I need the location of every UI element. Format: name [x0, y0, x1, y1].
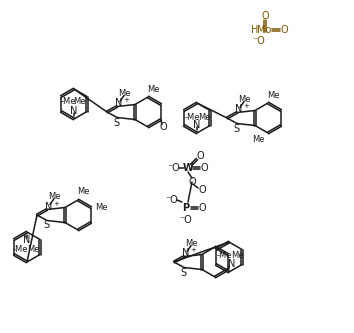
Text: N: N: [235, 105, 243, 115]
Text: -Me: -Me: [12, 244, 28, 253]
Text: Me: Me: [238, 95, 250, 104]
Text: O: O: [188, 177, 196, 187]
Text: Me: Me: [231, 250, 243, 259]
Text: N: N: [193, 120, 201, 130]
Text: O: O: [261, 11, 269, 21]
Text: O: O: [196, 151, 204, 161]
Text: +: +: [123, 98, 129, 104]
Text: Me: Me: [267, 91, 279, 100]
Text: Me: Me: [198, 113, 210, 122]
Text: -Me: -Me: [60, 98, 76, 107]
Text: O: O: [200, 163, 208, 173]
Text: N: N: [182, 248, 190, 258]
Text: Me: Me: [118, 89, 130, 98]
Text: Me: Me: [147, 85, 159, 94]
Text: P: P: [182, 203, 189, 213]
Text: S: S: [180, 267, 186, 277]
Text: O: O: [198, 185, 206, 195]
Text: +: +: [190, 247, 196, 253]
Text: ⁻O: ⁻O: [179, 215, 192, 225]
Text: Me: Me: [73, 98, 85, 107]
Text: Me: Me: [48, 192, 60, 201]
Text: N: N: [23, 235, 31, 245]
Text: N: N: [228, 259, 236, 269]
Text: N: N: [115, 99, 123, 109]
Text: S: S: [43, 220, 49, 230]
Text: -Me: -Me: [184, 113, 200, 122]
Text: N: N: [45, 201, 53, 211]
Text: Me: Me: [252, 136, 264, 145]
Text: O: O: [159, 123, 167, 133]
Text: N: N: [70, 106, 78, 116]
Text: S: S: [113, 118, 119, 128]
Text: Me: Me: [95, 203, 107, 212]
Text: Me: Me: [77, 187, 89, 196]
Text: H: H: [251, 25, 259, 35]
Text: W: W: [183, 163, 193, 173]
Text: O: O: [280, 25, 288, 35]
Text: -Me: -Me: [216, 250, 232, 259]
Text: +: +: [53, 200, 59, 206]
Text: Me: Me: [185, 239, 197, 248]
Text: ⁻O: ⁻O: [253, 36, 266, 46]
Text: ⁻O: ⁻O: [166, 195, 178, 205]
Text: Mo: Mo: [257, 25, 271, 35]
Text: ⁻O: ⁻O: [168, 163, 181, 173]
Text: S: S: [233, 124, 239, 134]
Text: +: +: [243, 104, 249, 110]
Text: Me: Me: [27, 244, 39, 253]
Text: O: O: [198, 203, 206, 213]
